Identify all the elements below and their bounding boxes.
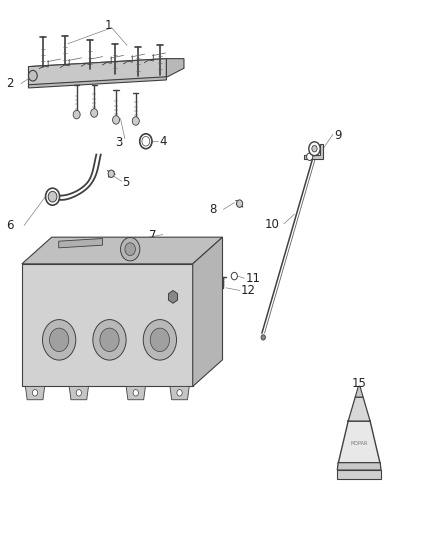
Text: 1: 1 [105, 19, 113, 32]
Circle shape [28, 70, 37, 81]
Polygon shape [304, 144, 323, 159]
Polygon shape [338, 421, 380, 464]
Polygon shape [25, 386, 45, 400]
Circle shape [132, 117, 139, 125]
Polygon shape [28, 59, 184, 76]
Circle shape [100, 328, 119, 352]
Circle shape [120, 238, 140, 261]
Polygon shape [59, 239, 102, 248]
Text: 8: 8 [209, 203, 217, 216]
Circle shape [150, 328, 170, 352]
Circle shape [261, 335, 265, 340]
Circle shape [93, 320, 126, 360]
Circle shape [312, 146, 317, 152]
Circle shape [113, 116, 120, 124]
Circle shape [307, 153, 313, 160]
Circle shape [163, 324, 169, 330]
Text: 2: 2 [6, 77, 14, 90]
Polygon shape [337, 463, 381, 470]
Circle shape [46, 188, 60, 205]
Bar [337, 470, 381, 479]
Text: 13: 13 [187, 297, 202, 310]
Text: 10: 10 [265, 219, 279, 231]
Circle shape [140, 134, 152, 149]
Text: MOPAR: MOPAR [350, 441, 368, 446]
Polygon shape [22, 237, 223, 264]
Polygon shape [355, 386, 363, 397]
Polygon shape [193, 237, 223, 386]
Circle shape [125, 243, 135, 256]
Polygon shape [22, 264, 193, 386]
Text: 14: 14 [193, 330, 208, 343]
Circle shape [142, 136, 150, 146]
Polygon shape [69, 386, 88, 400]
Circle shape [42, 320, 76, 360]
Polygon shape [170, 386, 189, 400]
Text: 5: 5 [122, 176, 129, 189]
Polygon shape [169, 290, 177, 303]
Polygon shape [28, 77, 166, 88]
Polygon shape [166, 59, 184, 77]
Text: 7: 7 [149, 229, 157, 242]
Circle shape [143, 320, 177, 360]
Text: 4: 4 [159, 135, 166, 148]
Circle shape [91, 109, 98, 117]
Text: 9: 9 [334, 130, 341, 142]
Circle shape [231, 272, 237, 280]
Text: 6: 6 [6, 220, 14, 232]
Polygon shape [28, 59, 166, 85]
Circle shape [76, 390, 81, 396]
Text: 3: 3 [116, 136, 123, 149]
Circle shape [73, 110, 80, 119]
Circle shape [309, 142, 320, 156]
Circle shape [177, 390, 182, 396]
Circle shape [48, 191, 57, 202]
Circle shape [49, 328, 69, 352]
Circle shape [32, 390, 38, 396]
Circle shape [237, 200, 243, 207]
Polygon shape [348, 397, 370, 421]
Text: 11: 11 [245, 272, 260, 285]
Text: 15: 15 [352, 377, 367, 390]
Circle shape [108, 170, 114, 177]
Text: 12: 12 [241, 284, 256, 297]
Circle shape [133, 390, 138, 396]
Polygon shape [126, 386, 145, 400]
